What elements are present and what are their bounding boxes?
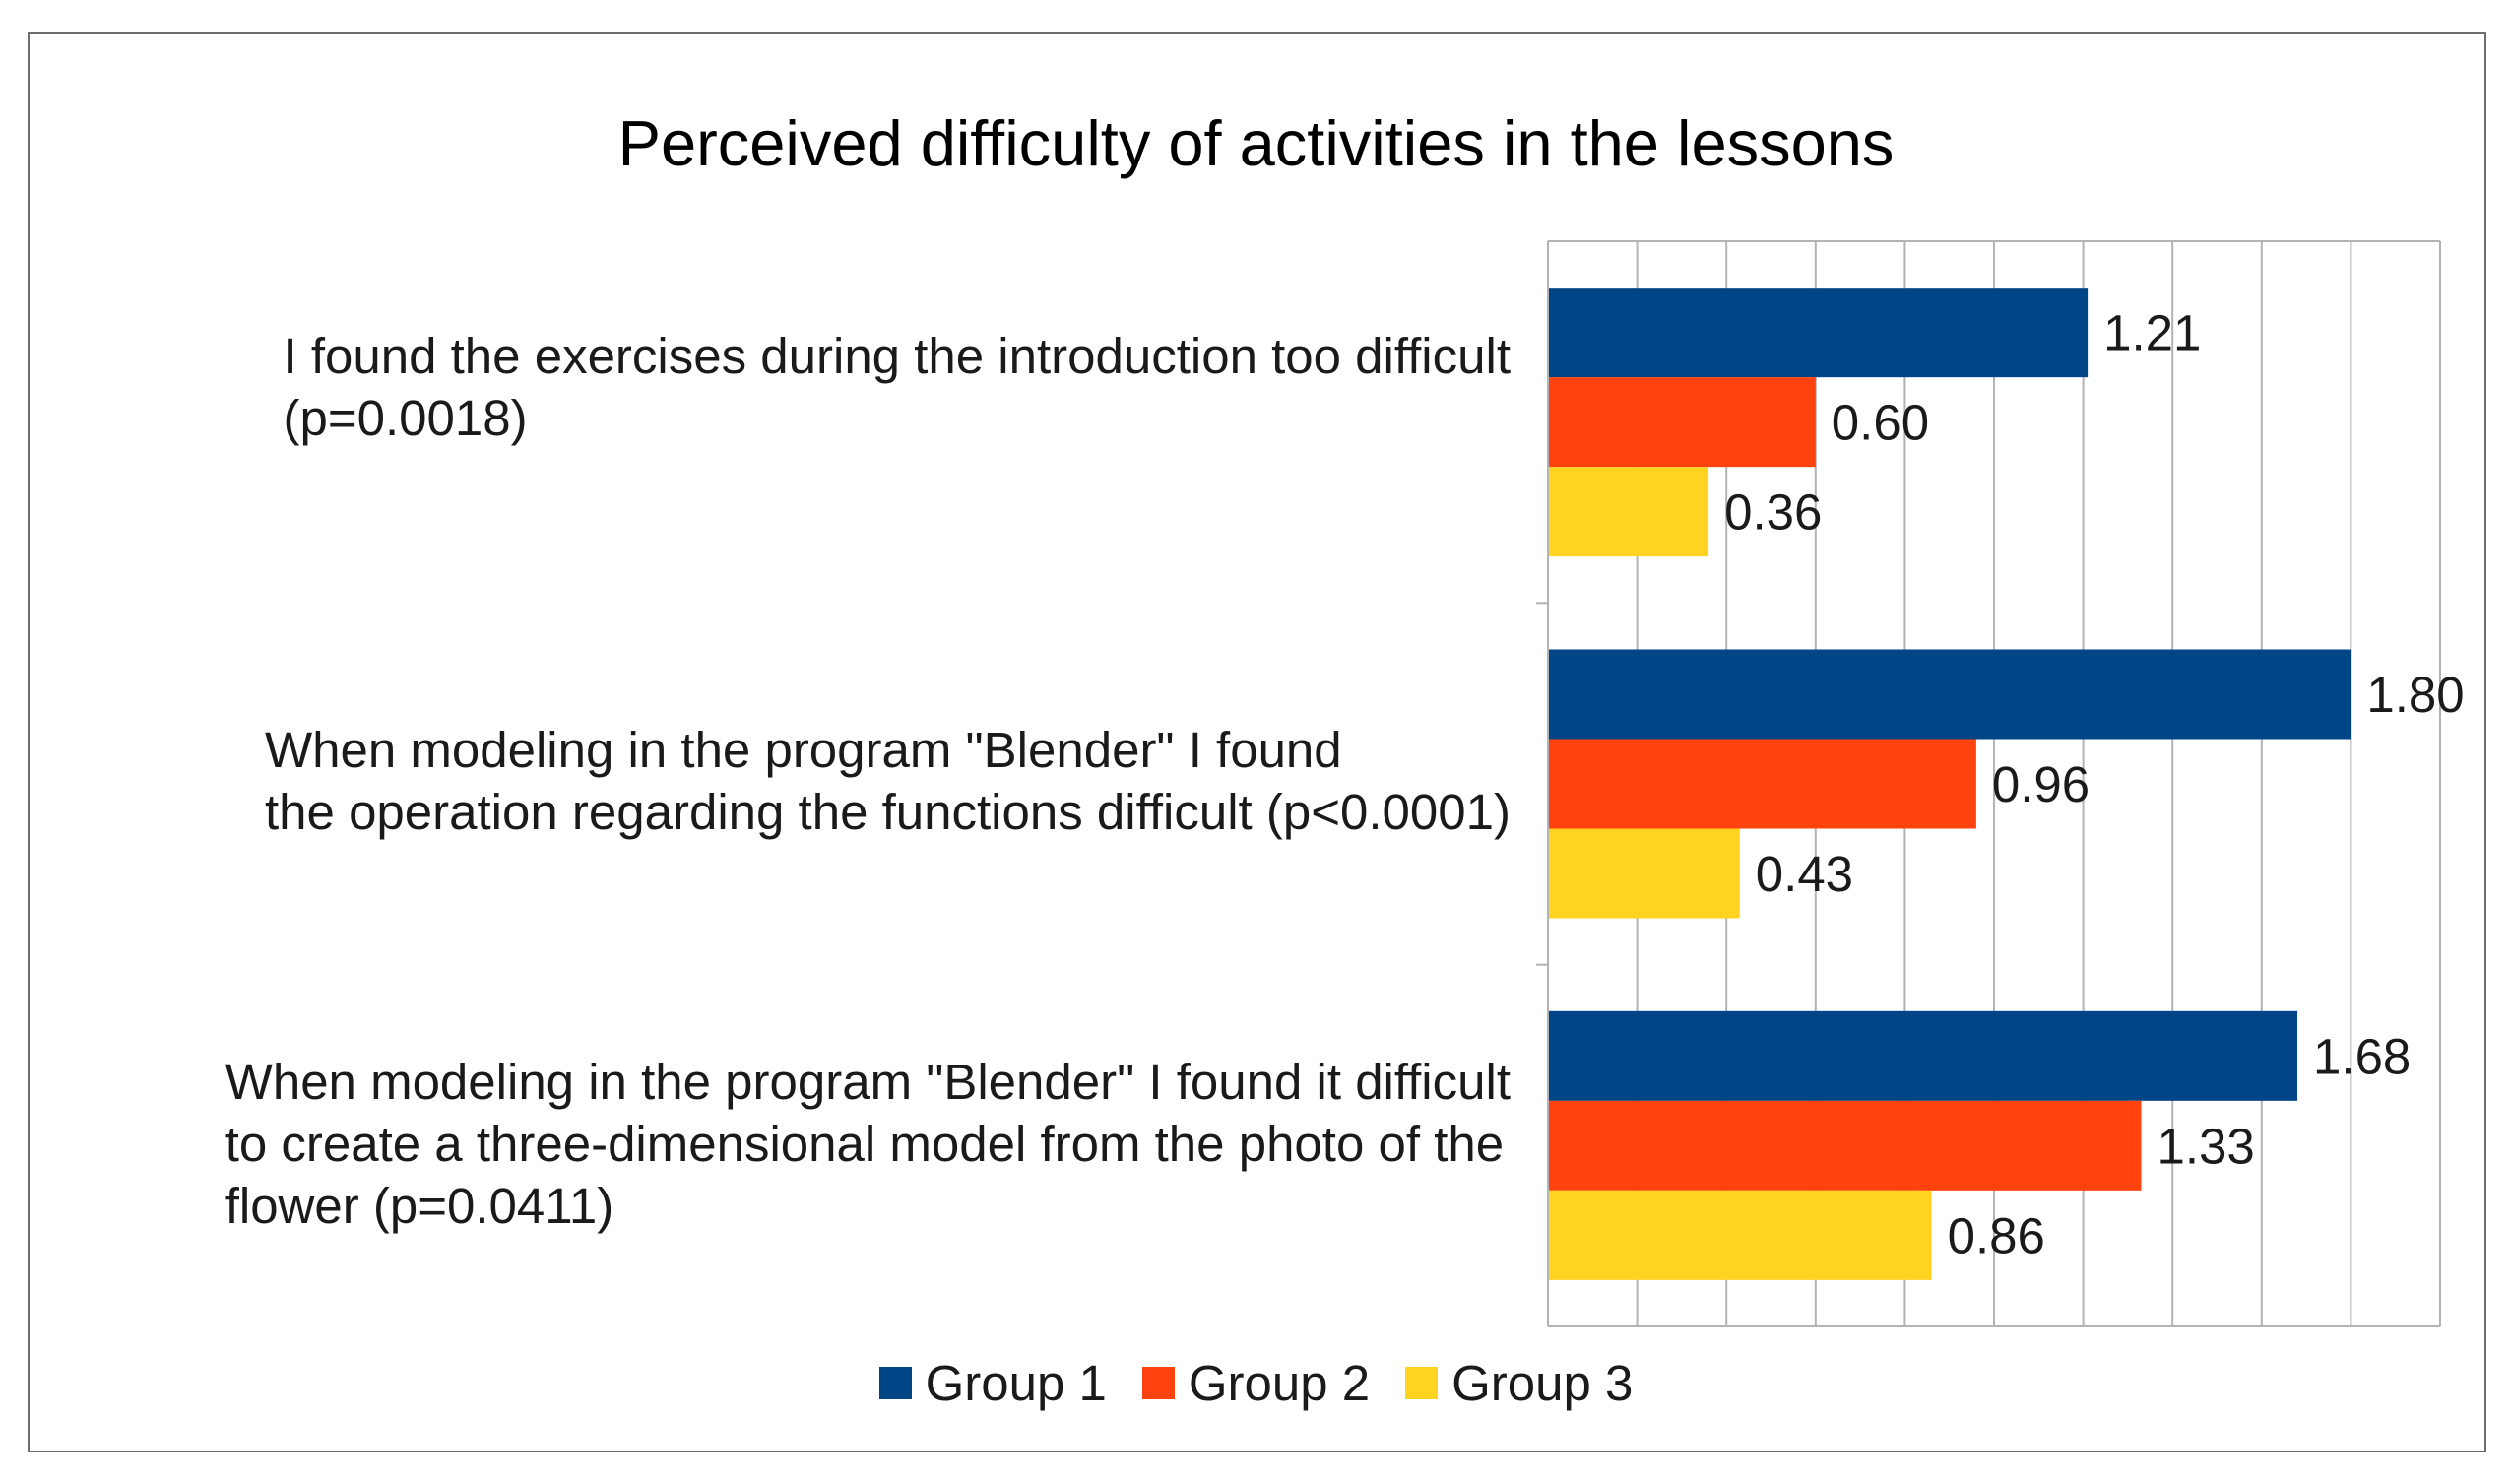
bar-group-3-cat-3 (1548, 1190, 1932, 1280)
data-label-group-2-cat-1: 0.60 (1832, 395, 1929, 451)
data-label-group-2-cat-2: 0.96 (1992, 756, 2090, 812)
category-label-1: I found the exercises during the introdu… (283, 328, 1512, 446)
data-label-group-1-cat-2: 1.80 (2366, 667, 2464, 723)
legend-label-group-1: Group 1 (925, 1355, 1107, 1411)
data-label-group-1-cat-1: 1.21 (2103, 305, 2201, 361)
legend-swatch-group-3 (1405, 1367, 1439, 1399)
category-label-2: When modeling in the program "Blender" I… (265, 722, 1511, 840)
data-label-group-1-cat-3: 1.68 (2313, 1028, 2411, 1084)
bar-group-1-cat-3 (1548, 1010, 2298, 1101)
bar-group-3-cat-2 (1548, 828, 1740, 919)
chart-title: Perceived difficulty of activities in th… (617, 107, 1895, 179)
legend-label-group-3: Group 3 (1451, 1355, 1634, 1411)
legend: Group 1 Group 2 Group 3 (0, 1354, 2512, 1412)
legend-item-group-1: Group 1 (878, 1354, 1107, 1412)
legend-label-group-2: Group 2 (1188, 1355, 1371, 1411)
bar-group-2-cat-2 (1548, 739, 1976, 829)
bar-group-1-cat-2 (1548, 649, 2351, 740)
chart-frame (28, 32, 2486, 1452)
legend-item-group-3: Group 3 (1405, 1354, 1633, 1412)
legend-item-group-2: Group 2 (1141, 1354, 1371, 1412)
data-label-group-2-cat-3: 1.33 (2157, 1118, 2254, 1174)
bar-group-2-cat-3 (1548, 1100, 2142, 1191)
legend-swatch-group-1 (878, 1367, 912, 1399)
legend-swatch-group-2 (1141, 1367, 1175, 1399)
data-label-group-3-cat-1: 0.36 (1724, 484, 1822, 541)
data-label-group-3-cat-2: 0.43 (1756, 846, 1853, 902)
category-label-3: When modeling in the program "Blender" I… (225, 1054, 1511, 1234)
bar-group-3-cat-1 (1548, 467, 1709, 557)
bar-group-2-cat-1 (1548, 377, 1816, 468)
data-label-group-3-cat-3: 0.86 (1948, 1207, 2045, 1263)
bar-group-1-cat-1 (1548, 288, 2089, 378)
